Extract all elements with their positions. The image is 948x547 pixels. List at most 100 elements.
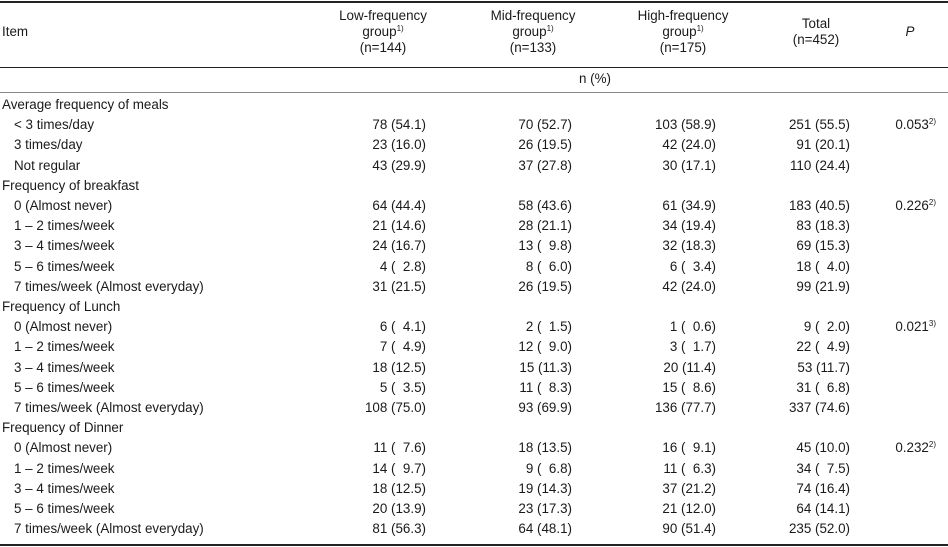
header-low-frequency: Low-frequency group1) (n=144)	[339, 8, 427, 55]
cell-mid: 13 ( 9.8)	[518, 238, 572, 254]
row-label: 3 – 4 times/week	[14, 359, 115, 375]
cell-total: 9 ( 2.0)	[803, 319, 850, 335]
cell-total: 91 (20.1)	[796, 137, 850, 153]
cell-mid: 12 ( 9.0)	[518, 339, 572, 355]
cell-low: 11 ( 7.6)	[373, 440, 426, 456]
cell-total: 45 (10.0)	[796, 440, 850, 456]
cell-high: 61 (34.9)	[662, 198, 716, 213]
cell-low: 24 (16.7)	[372, 238, 426, 254]
cell-high: 37 (21.2)	[662, 480, 716, 496]
cell-low: 4 ( 2.8)	[379, 258, 426, 274]
cell-low: 18 (12.5)	[372, 359, 426, 375]
p-value: 0.2262)	[856, 196, 936, 216]
row-label: 3 – 4 times/week	[14, 238, 115, 254]
cell-high: 42 (24.0)	[662, 137, 716, 153]
cell-mid: 64 (48.1)	[518, 521, 572, 537]
cell-high: 15 ( 8.6)	[662, 379, 716, 395]
cell-mid: 58 (43.6)	[518, 198, 572, 213]
cell-high: 21 (12.0)	[662, 501, 716, 516]
bottom-rule	[0, 544, 948, 546]
cell-high: 20 (11.4)	[663, 359, 716, 375]
p-value-number: 0.053	[895, 117, 929, 133]
cell-high: 1 ( 0.6)	[669, 319, 716, 335]
p-value-footnote: 2)	[928, 440, 936, 450]
cell-total: 183 (40.5)	[788, 198, 850, 213]
row-label: 1 – 2 times/week	[14, 339, 115, 355]
unit-rule	[0, 92, 948, 93]
row-label: 5 – 6 times/week	[14, 379, 115, 395]
cell-high: 103 (58.9)	[654, 117, 716, 133]
cell-mid: 23 (17.3)	[518, 501, 572, 516]
row-label: Not regular	[14, 157, 81, 173]
cell-total: 83 (18.3)	[796, 218, 850, 234]
cell-low: 20 (13.9)	[372, 501, 426, 516]
cell-low: 6 ( 4.1)	[379, 319, 426, 335]
cell-total: 235 (52.0)	[788, 521, 850, 537]
cell-high: 16 ( 9.1)	[662, 440, 716, 456]
cell-low: 5 ( 3.5)	[379, 379, 426, 395]
cell-high: 42 (24.0)	[662, 278, 716, 294]
cell-total: 251 (55.5)	[788, 117, 850, 133]
row-label: 1 – 2 times/week	[14, 460, 115, 476]
cell-mid: 2 ( 1.5)	[525, 319, 572, 335]
cell-total: 31 ( 6.8)	[796, 379, 850, 395]
p-value-footnote: 3)	[928, 319, 936, 329]
cell-low: 23 (16.0)	[372, 137, 426, 153]
cell-total: 110 (24.4)	[789, 157, 850, 173]
cell-total: 18 ( 4.0)	[796, 258, 850, 274]
p-value-footnote: 2)	[928, 198, 936, 207]
row-label: 3 times/day	[14, 137, 83, 153]
cell-low: 43 (29.9)	[372, 157, 426, 173]
cell-high: 32 (18.3)	[662, 238, 716, 254]
header-high-frequency: High-frequency group1) (n=175)	[637, 8, 729, 55]
p-value-footnote: 2)	[928, 117, 936, 127]
header-rule	[0, 67, 948, 68]
cell-total: 53 (11.7)	[797, 359, 850, 375]
row-label: 7 times/week (Almost everyday)	[14, 400, 204, 415]
cell-mid: 11 ( 8.3)	[519, 379, 572, 395]
row-label: 1 – 2 times/week	[14, 218, 115, 234]
cell-low: 31 (21.5)	[372, 278, 426, 294]
cell-high: 34 (19.4)	[662, 218, 716, 234]
row-label: 5 – 6 times/week	[14, 501, 115, 516]
cell-high: 6 ( 3.4)	[669, 258, 716, 274]
cell-mid: 19 (14.3)	[518, 480, 572, 496]
cell-low: 18 (12.5)	[372, 480, 426, 496]
cell-mid: 18 (13.5)	[518, 440, 572, 456]
row-label: 0 (Almost never)	[14, 319, 113, 335]
header-total: Total (n=452)	[792, 16, 840, 47]
header-mid-frequency: Mid-frequency group1) (n=133)	[490, 8, 576, 55]
cell-high: 3 ( 1.7)	[669, 339, 716, 355]
cell-low: 14 ( 9.7)	[372, 460, 426, 476]
cell-total: 34 ( 7.5)	[796, 460, 850, 476]
cell-mid: 28 (21.1)	[518, 218, 572, 234]
cell-low: 78 (54.1)	[372, 117, 426, 133]
row-label: < 3 times/day	[14, 117, 95, 133]
cell-mid: 8 ( 6.0)	[525, 258, 572, 274]
cell-mid: 37 (27.8)	[518, 157, 572, 173]
section-title: Frequency of Lunch	[2, 299, 121, 314]
cell-high: 136 (77.7)	[654, 400, 716, 415]
row-label: 0 (Almost never)	[14, 198, 113, 213]
header-item: Item	[2, 24, 29, 39]
unit-label: n (%)	[579, 71, 611, 86]
cell-mid: 26 (19.5)	[518, 137, 572, 153]
cell-low: 21 (14.6)	[372, 218, 426, 234]
cell-high: 11 ( 6.3)	[663, 460, 716, 476]
cell-mid: 15 (11.3)	[519, 359, 572, 375]
p-value: 0.2322)	[856, 438, 936, 458]
section-title: Average frequency of meals	[2, 97, 169, 112]
top-rule	[0, 1, 948, 3]
row-label: 0 (Almost never)	[14, 440, 113, 456]
section-title: Frequency of Dinner	[2, 420, 124, 436]
cell-low: 64 (44.4)	[372, 198, 426, 213]
cell-mid: 93 (69.9)	[518, 400, 572, 415]
cell-mid: 26 (19.5)	[518, 278, 572, 294]
cell-total: 74 (16.4)	[796, 480, 850, 496]
cell-total: 22 ( 4.9)	[796, 339, 850, 355]
cell-total: 99 (21.9)	[796, 278, 850, 294]
p-value: 0.0213)	[856, 317, 936, 337]
cell-total: 64 (14.1)	[796, 501, 850, 516]
row-label: 7 times/week (Almost everyday)	[14, 278, 204, 294]
cell-low: 108 (75.0)	[364, 400, 426, 415]
